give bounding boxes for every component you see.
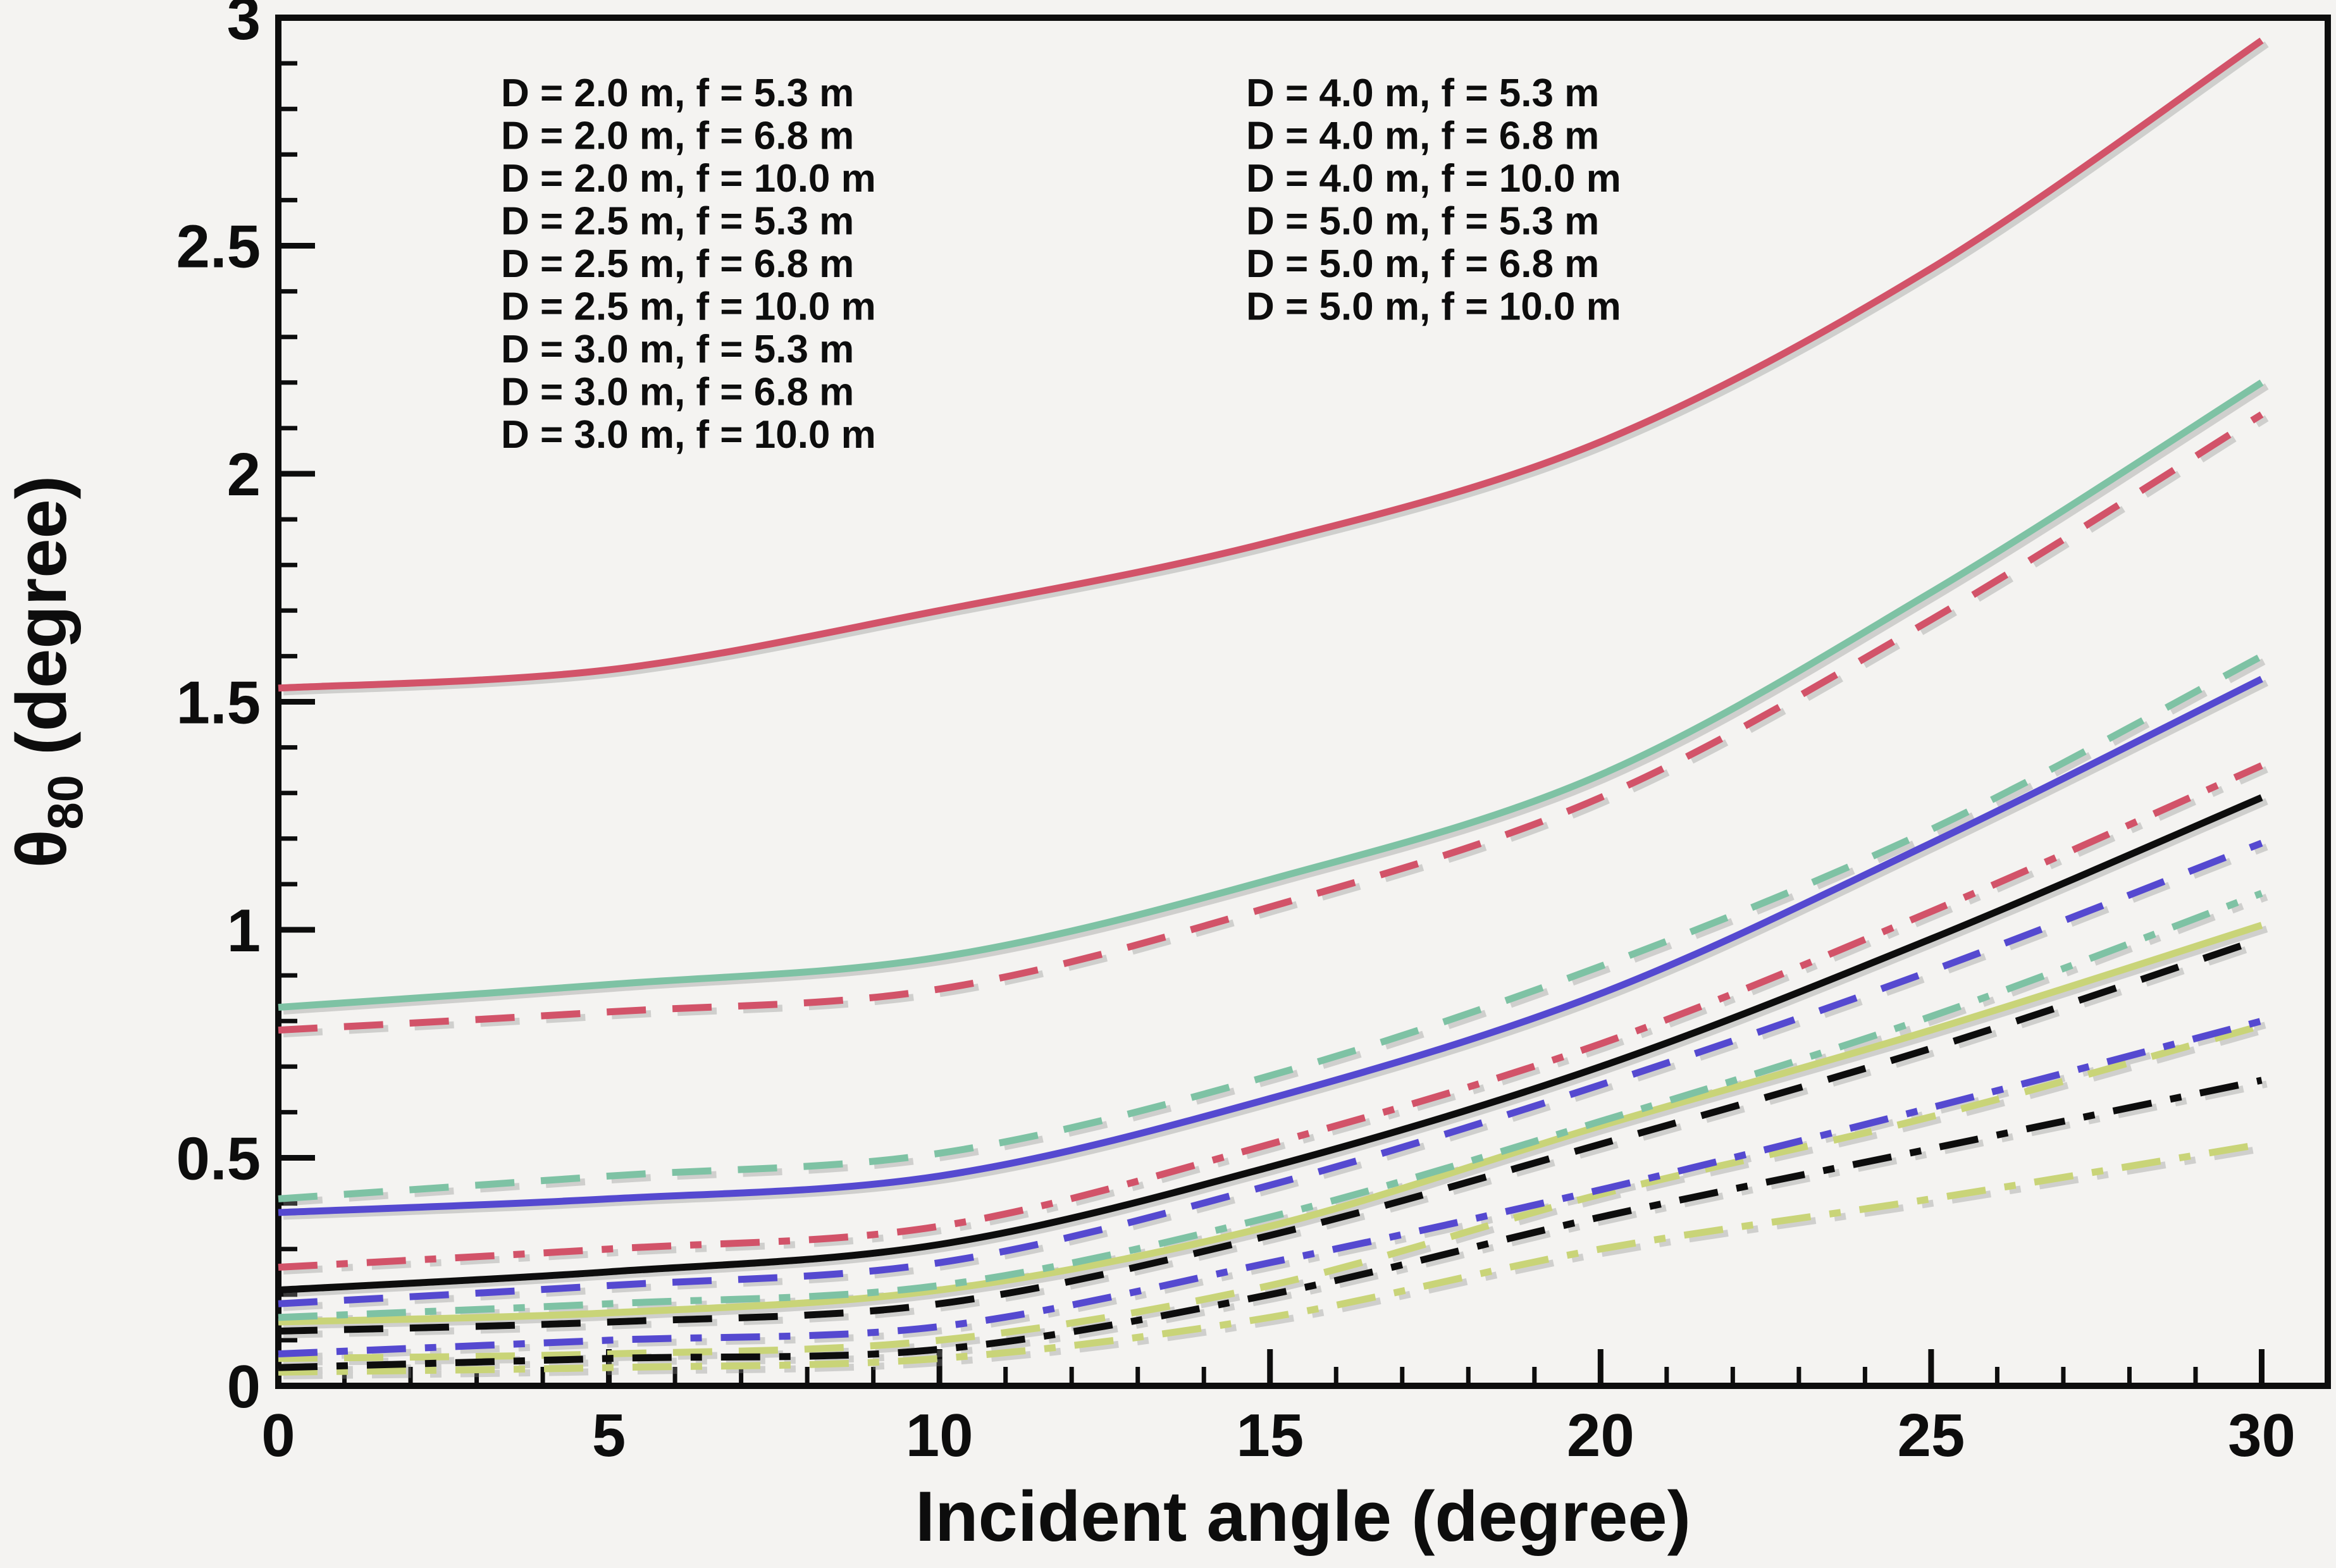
curve-D5-f5.3 <box>278 37 2264 692</box>
x-tick-label: 10 <box>906 1402 973 1469</box>
y-tick-label: 0.5 <box>176 1125 261 1193</box>
legend-label: D = 3.0 m, f = 5.3 m <box>501 328 854 371</box>
legend-item-D5-f10: D = 5.0 m, f = 10.0 m <box>1093 285 1621 329</box>
legend-label: D = 2.5 m, f = 6.8 m <box>501 242 854 286</box>
legend-label: D = 5.0 m, f = 10.0 m <box>1246 285 1621 329</box>
legend-label: D = 2.0 m, f = 5.3 m <box>501 71 854 115</box>
x-tick-label: 15 <box>1236 1402 1304 1469</box>
legend-item-D2-f10: D = 2.0 m, f = 10.0 m <box>348 157 876 201</box>
y-tick-label: 3 <box>227 0 261 52</box>
y-axis-title-unit: (degree) <box>2 476 81 775</box>
y-axis-title-subscript: 80 <box>37 775 93 830</box>
curve-D5-f6.8 <box>278 411 2264 1034</box>
curve-D2.5-f6.8 <box>278 935 2263 1335</box>
curve-D4-f6.8 <box>278 653 2264 1202</box>
curve-D3-f5.3 <box>278 676 2263 1216</box>
curve-D2-f5.3 <box>278 922 2263 1326</box>
legend-item-D2.5-f10: D = 2.5 m, f = 10.0 m <box>348 285 876 329</box>
axis-tick-labels: 0 5 10 15 20 25 30 0 0.5 1 1.5 2 2.5 3 <box>176 0 2296 1469</box>
y-tick-label: 2 <box>227 441 261 509</box>
curve-D2.5-f5.3 <box>278 794 2263 1294</box>
legend-item-D2.5-f6.8: D = 2.5 m, f = 6.8 m <box>348 242 854 286</box>
x-tick-label: 30 <box>2228 1402 2296 1469</box>
legend-item-D4-f5.3: D = 4.0 m, f = 5.3 m <box>1093 71 1599 115</box>
x-tick-label: 25 <box>1898 1402 1965 1469</box>
y-tick-label: 0 <box>227 1353 261 1421</box>
legend-label: D = 5.0 m, f = 6.8 m <box>1246 242 1599 286</box>
curve-D2-f6.8 <box>278 1022 2263 1362</box>
legend-item-D5-f6.8: D = 5.0 m, f = 6.8 m <box>1093 242 1599 286</box>
legend-label: D = 2.5 m, f = 5.3 m <box>501 200 854 244</box>
legend-item-D3-f6.8: D = 3.0 m, f = 6.8 m <box>348 371 854 414</box>
legend-column-1: D = 2.0 m, f = 5.3 mD = 2.0 m, f = 6.8 m… <box>348 71 876 457</box>
y-tick-label: 2.5 <box>176 213 261 281</box>
legend-item-D4-f10: D = 4.0 m, f = 10.0 m <box>1093 157 1621 201</box>
legend-label: D = 2.0 m, f = 6.8 m <box>501 114 854 158</box>
legend-item-D4-f6.8: D = 4.0 m, f = 6.8 m <box>1093 114 1599 158</box>
legend-item-D2-f6.8: D = 2.0 m, f = 6.8 m <box>348 114 854 158</box>
legend-item-D3-f10: D = 3.0 m, f = 10.0 m <box>348 413 876 457</box>
legend-label: D = 2.5 m, f = 10.0 m <box>501 285 876 329</box>
legend-item-D5-f5.3: D = 5.0 m, f = 5.3 m <box>1093 200 1599 244</box>
y-tick-label: 1 <box>227 897 261 965</box>
y-axis-title-symbol: θ <box>2 830 81 868</box>
x-tick-label: 5 <box>592 1402 626 1469</box>
x-tick-label: 0 <box>261 1402 295 1469</box>
legend-item-D3-f5.3: D = 3.0 m, f = 5.3 m <box>348 328 854 371</box>
y-tick-label: 1.5 <box>176 669 261 737</box>
x-axis-title: Incident angle (degree) <box>915 1477 1691 1556</box>
curve-D5-f10 <box>278 762 2263 1271</box>
x-tick-label: 20 <box>1567 1402 1635 1469</box>
legend-label: D = 3.0 m, f = 10.0 m <box>501 413 876 457</box>
curve-D3-f6.8 <box>278 839 2263 1307</box>
legend-column-2: D = 4.0 m, f = 5.3 mD = 4.0 m, f = 6.8 m… <box>1093 71 1621 329</box>
legend-label: D = 4.0 m, f = 5.3 m <box>1246 71 1599 115</box>
legend-item-D2-f5.3: D = 2.0 m, f = 5.3 m <box>348 71 854 115</box>
legend-item-D2.5-f5.3: D = 2.5 m, f = 5.3 m <box>348 200 854 244</box>
curve-D4-f5.3 <box>278 380 2264 1011</box>
data-curves <box>278 37 2264 1376</box>
legend-label: D = 2.0 m, f = 10.0 m <box>501 157 876 201</box>
curve-D2.5-f10 <box>278 1077 2263 1371</box>
legend-label: D = 5.0 m, f = 5.3 m <box>1246 200 1599 244</box>
legend: D = 2.0 m, f = 5.3 mD = 2.0 m, f = 6.8 m… <box>348 71 1621 457</box>
legend-label: D = 4.0 m, f = 10.0 m <box>1246 157 1621 201</box>
curve-D4-f10 <box>278 890 2263 1321</box>
legend-label: D = 3.0 m, f = 6.8 m <box>501 371 854 414</box>
curve-D3-f10 <box>278 1017 2263 1358</box>
y-axis-title: θ80 (degree) <box>2 476 93 868</box>
curve-D2-f10 <box>278 1140 2263 1376</box>
legend-label: D = 4.0 m, f = 6.8 m <box>1246 114 1599 158</box>
